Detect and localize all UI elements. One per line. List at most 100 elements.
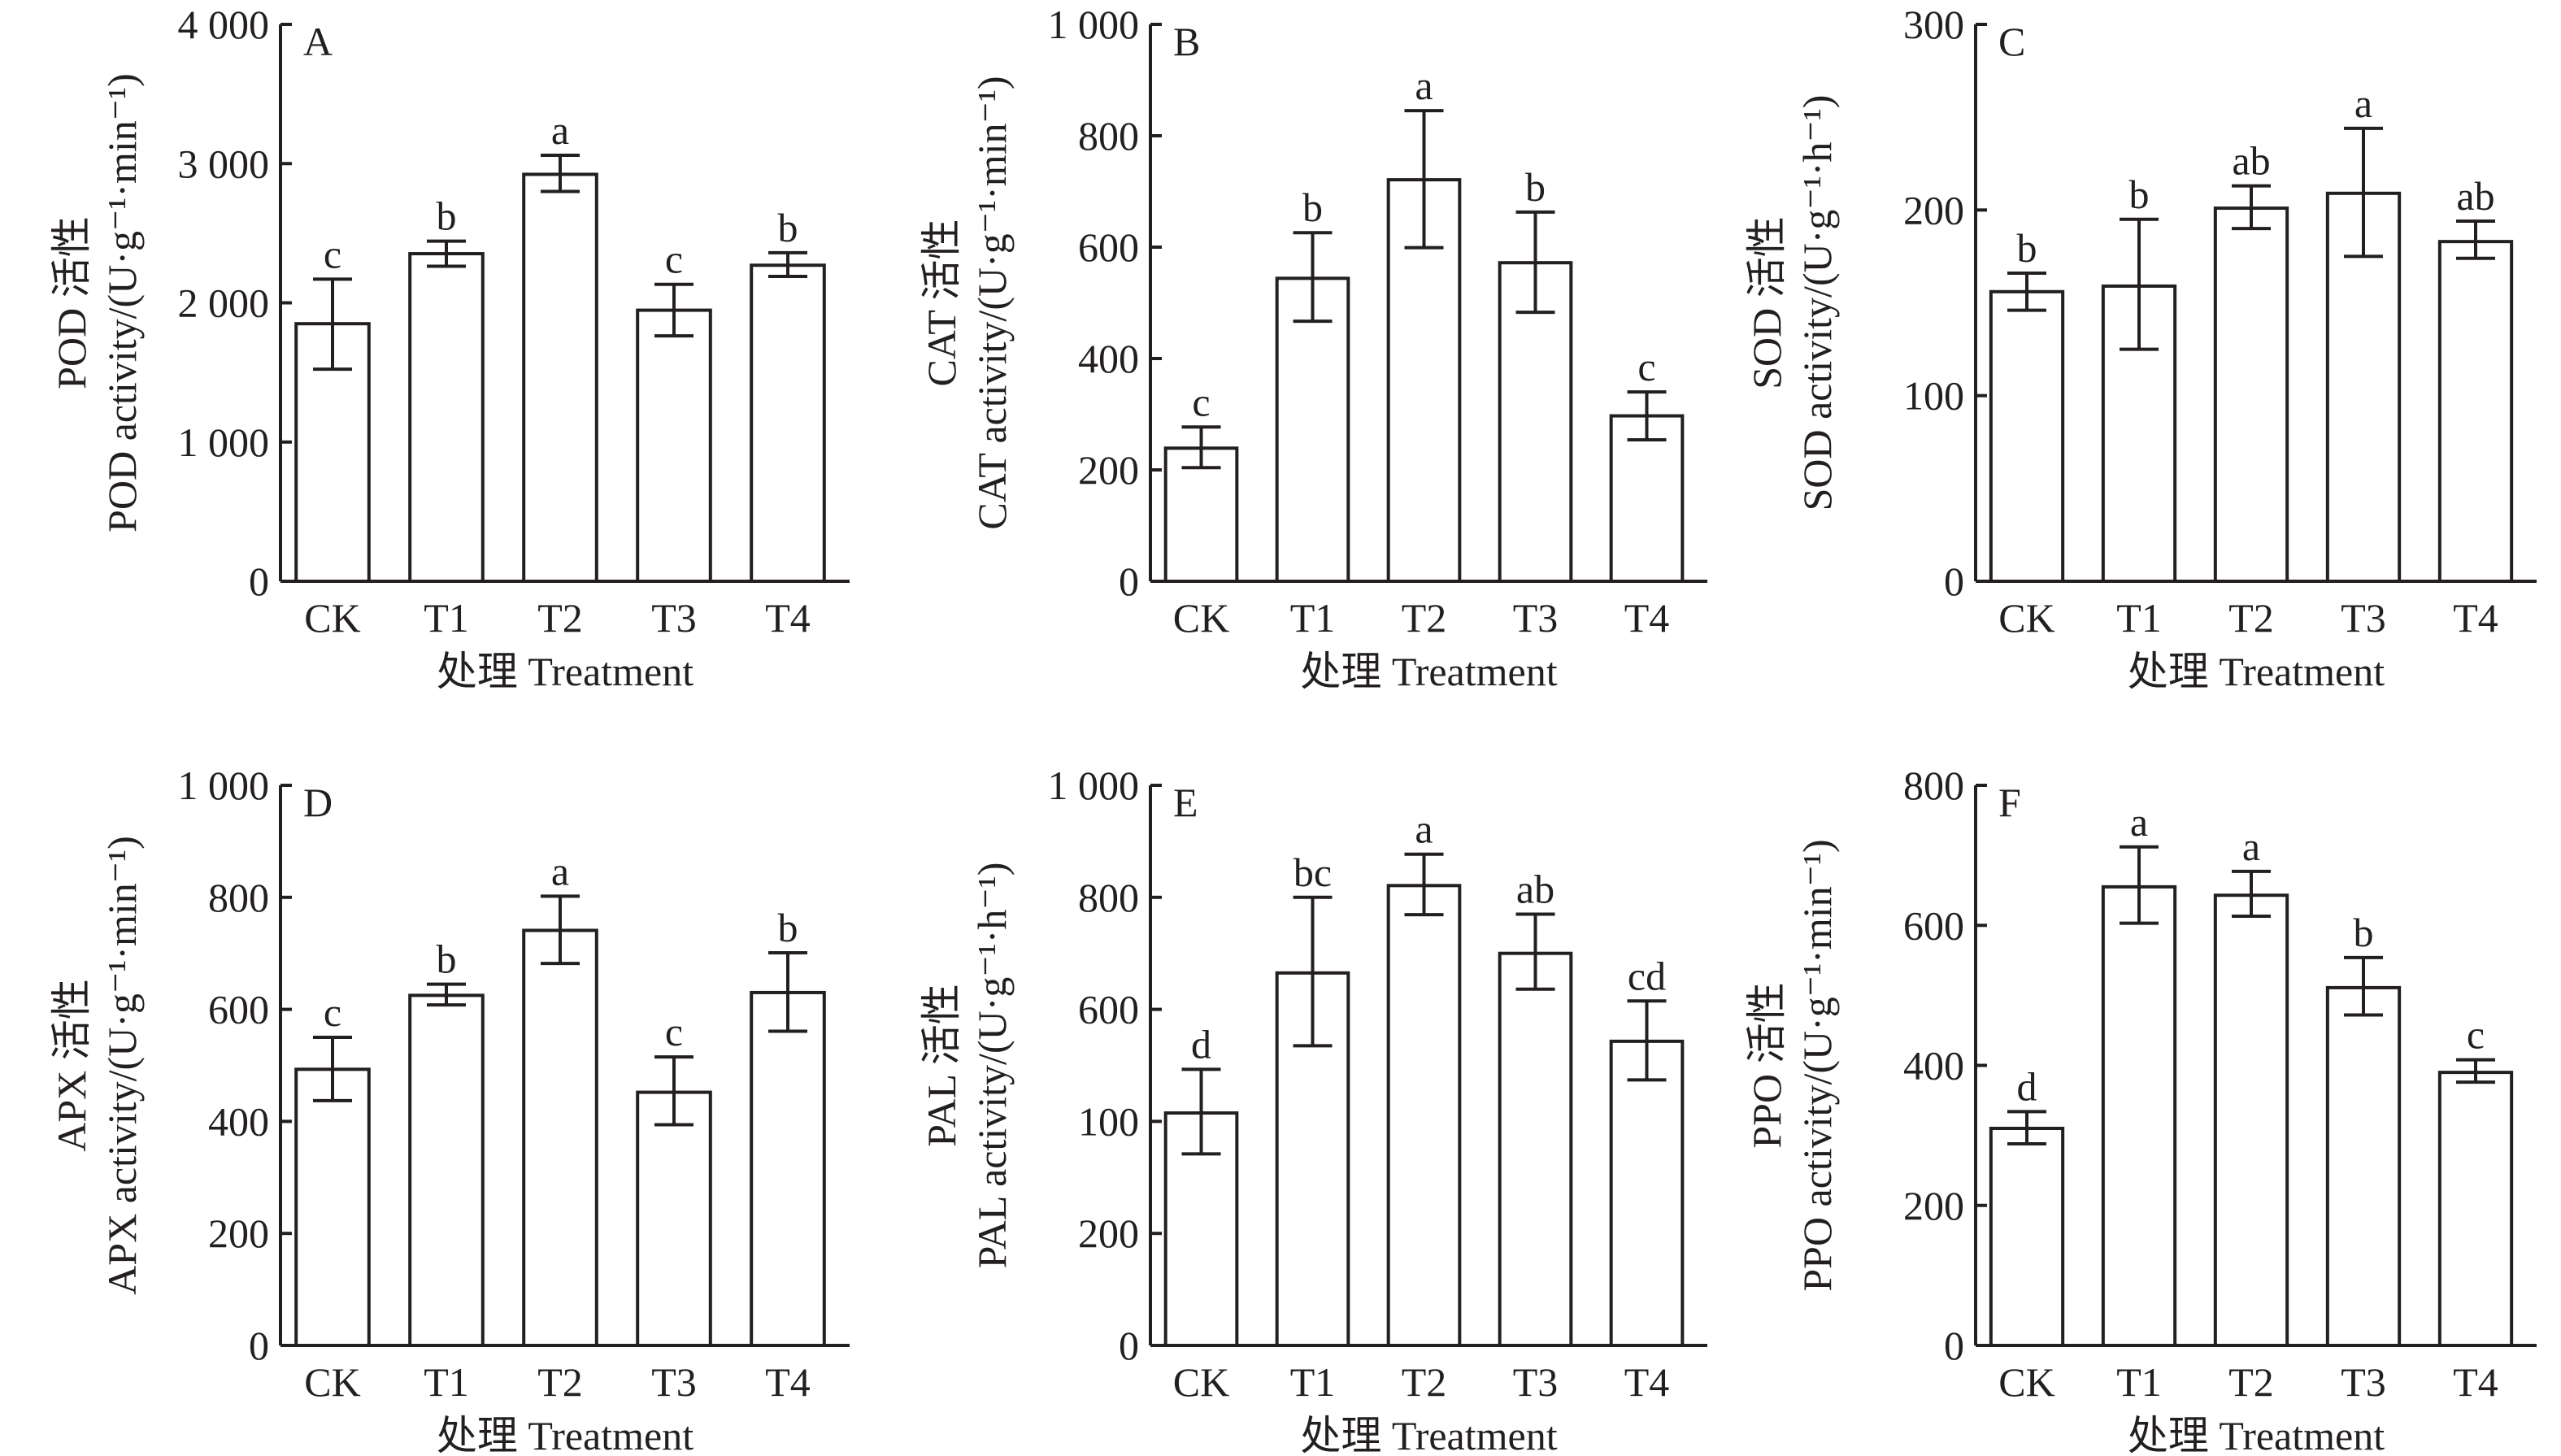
y-tick-label: 600 [1078, 987, 1139, 1032]
bar-t3 [2325, 985, 2402, 1347]
significance-label: b [1525, 164, 1546, 210]
panel-letter: C [1998, 19, 2025, 64]
significance-label: a [551, 848, 569, 893]
x-tick-label: T2 [1402, 595, 1447, 641]
bar-t4 [2437, 240, 2514, 583]
significance-label: a [2354, 80, 2372, 126]
bar-t3 [636, 1090, 712, 1348]
significance-label: c [665, 1009, 683, 1054]
panel-letter: D [303, 780, 333, 825]
bar-t2 [1386, 884, 1462, 1348]
y-axis-title-en: APX activity/(U·g⁻¹·min⁻¹) [99, 836, 145, 1295]
y-axis-title-zh: PPO 活性 [1744, 982, 1789, 1148]
y-axis-title-zh: SOD 活性 [1744, 216, 1789, 389]
y-tick-label: 800 [1078, 113, 1139, 159]
panel-b: 0 200 400 600 800 1 000 Bc CK b T1 a T2 b T3 c T4 处理 Tre… [919, 2, 1707, 694]
panel-c: 0 100 200 300 Cb CK b T1 ab T2 a T3 ab T4 处理 Treatment… [1744, 2, 2537, 694]
x-tick-label: T1 [2116, 595, 2162, 641]
significance-label: b [778, 905, 798, 950]
y-tick-label: 0 [1944, 558, 1964, 604]
x-tick-label: CK [1173, 595, 1229, 641]
x-axis-title: 处理 Treatment [437, 649, 694, 694]
y-axis-title-en: POD activity/(U·g⁻¹·min⁻¹) [99, 73, 145, 532]
x-tick-label: T2 [537, 1359, 583, 1405]
bar-t2 [2213, 206, 2289, 583]
y-tick-label: 600 [1078, 224, 1139, 270]
x-axis-title: 处理 Treatment [2128, 1413, 2385, 1456]
x-tick-label: T2 [1402, 1359, 1447, 1405]
significance-label: a [551, 107, 569, 153]
y-axis-title-en: PPO activity/(U·g⁻¹·min⁻¹) [1794, 839, 1840, 1291]
y-tick-label: 4 000 [178, 2, 270, 47]
x-tick-label: T1 [2116, 1359, 2162, 1405]
y-axis-title-en: CAT activity/(U·g⁻¹·min⁻¹) [969, 76, 1015, 529]
x-tick-label: T2 [2228, 1359, 2274, 1405]
y-tick-label: 600 [1903, 902, 1964, 948]
x-tick-label: T3 [1513, 595, 1559, 641]
x-tick-label: T2 [537, 595, 583, 641]
x-tick-label: T3 [651, 595, 697, 641]
x-tick-label: T3 [2341, 595, 2386, 641]
significance-label: b [2017, 225, 2037, 271]
x-axis-title: 处理 Treatment [1300, 649, 1557, 694]
x-tick-label: T3 [1513, 1359, 1559, 1405]
significance-label: ab [2456, 173, 2494, 219]
x-tick-label: T4 [1624, 1359, 1670, 1405]
y-tick-label: 400 [208, 1098, 269, 1144]
x-tick-label: CK [304, 595, 360, 641]
significance-label: a [1415, 806, 1433, 852]
significance-label: b [2129, 172, 2150, 217]
panel-letter: F [1998, 780, 2021, 825]
x-tick-label: T1 [424, 595, 469, 641]
significance-label: b [778, 205, 798, 250]
bar-ck [1989, 1127, 2065, 1347]
x-tick-label: T1 [424, 1359, 469, 1405]
y-tick-label: 0 [1944, 1323, 1964, 1368]
bar-t4 [1609, 1039, 1685, 1348]
bar-t3 [1498, 261, 1573, 583]
y-tick-label: 100 [1078, 1098, 1139, 1144]
x-axis-title: 处理 Treatment [437, 1413, 694, 1456]
y-tick-label: 100 [1903, 373, 1964, 419]
y-tick-label: 0 [1119, 1323, 1139, 1368]
significance-label: a [1415, 63, 1433, 108]
y-axis-title-zh: CAT 活性 [919, 219, 964, 386]
y-tick-label: 1 000 [178, 763, 270, 808]
y-tick-label: 0 [249, 1323, 269, 1368]
y-tick-label: 1 000 [1048, 2, 1140, 47]
significance-label: c [324, 231, 341, 276]
y-tick-label: 3 000 [178, 141, 270, 186]
y-tick-label: 0 [249, 558, 269, 604]
bar-ck [294, 1067, 371, 1347]
significance-label: ab [1516, 866, 1554, 911]
bar-t2 [522, 172, 598, 583]
x-tick-label: T1 [1290, 595, 1336, 641]
x-tick-label: T4 [1624, 595, 1670, 641]
significance-label: c [324, 989, 341, 1035]
bar-t1 [2101, 884, 2177, 1347]
y-axis-title-zh: PAL 活性 [919, 984, 964, 1147]
significance-label: c [2467, 1012, 2485, 1058]
panel-letter: A [303, 19, 333, 64]
x-tick-label: T3 [2341, 1359, 2386, 1405]
panel-f: 0 200 400 600 800 Fd CK a T1 a T2 b T3 c T4 处理 Treatmen… [1744, 763, 2537, 1456]
y-tick-label: 0 [1119, 558, 1139, 604]
significance-label: b [437, 937, 457, 982]
x-tick-label: T4 [2453, 1359, 2498, 1405]
y-tick-label: 200 [1078, 447, 1139, 493]
panel-d: 0 200 400 600 800 1 000 Dc CK b T1 a T2 c T3 b T4 处理 Tre… [49, 763, 850, 1456]
bar-t1 [1275, 276, 1350, 583]
x-axis-title: 处理 Treatment [1300, 1413, 1557, 1456]
panel-a: 0 1 000 2 000 3 000 4 000 Ac CK b T1 a T2 c T3 b T4 处理 … [49, 2, 850, 694]
significance-label: ab [2232, 138, 2270, 184]
y-tick-label: 300 [1903, 2, 1964, 47]
panel-letter: B [1173, 19, 1200, 64]
x-tick-label: CK [1998, 1359, 2054, 1405]
y-tick-label: 800 [1078, 875, 1139, 920]
x-tick-label: T4 [765, 595, 811, 641]
x-tick-label: CK [1173, 1359, 1229, 1405]
bar-t2 [522, 928, 598, 1348]
bar-t4 [750, 263, 826, 583]
x-tick-label: CK [1998, 595, 2054, 641]
bar-t4 [750, 990, 826, 1348]
